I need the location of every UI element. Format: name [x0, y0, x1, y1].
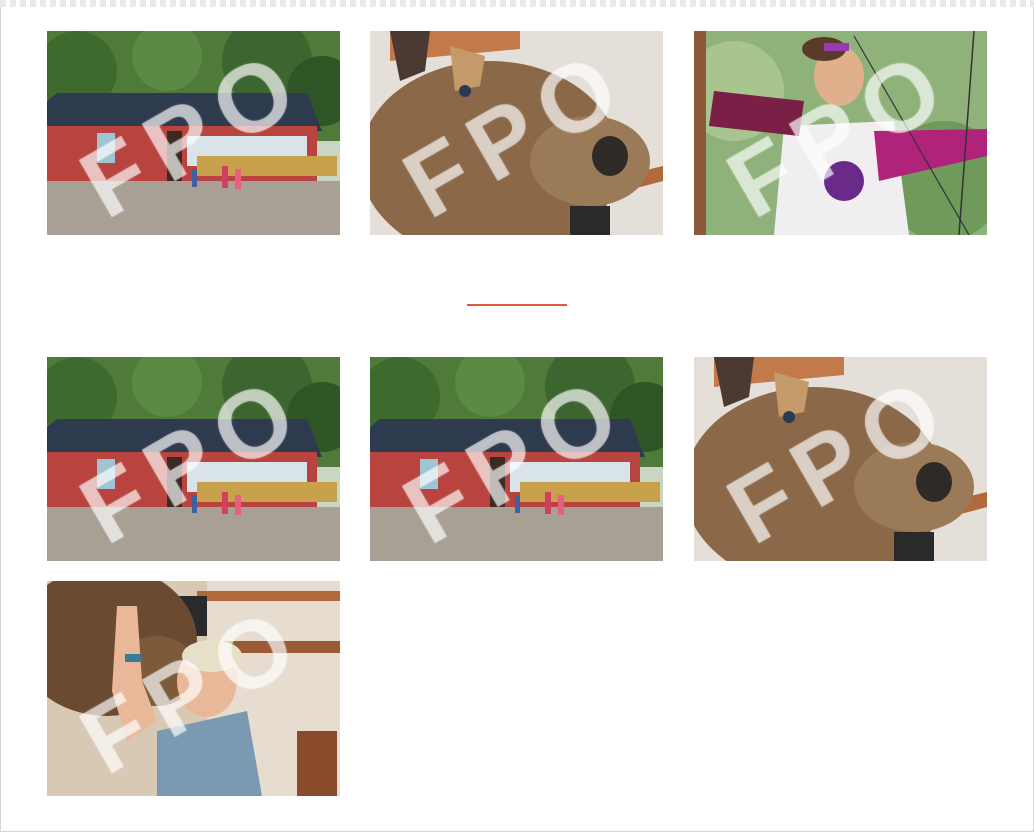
moose-image — [370, 31, 663, 235]
gallery-photo-woman-moose[interactable]: FPO — [47, 581, 340, 796]
gallery-photo-moose-2[interactable]: FPO — [694, 357, 987, 561]
moose-image — [694, 357, 987, 561]
gallery-photo-lodge-3[interactable]: FPO — [370, 357, 663, 561]
lodge-image — [370, 357, 663, 561]
archery-image — [694, 31, 987, 235]
lodge-image — [47, 31, 340, 235]
gallery-photo-moose-1[interactable]: FPO — [370, 31, 663, 235]
gallery-photo-lodge-2[interactable]: FPO — [47, 357, 340, 561]
top-border — [0, 0, 1034, 7]
section-divider — [467, 304, 567, 306]
woman-moose-image — [47, 581, 340, 796]
gallery-photo-lodge-1[interactable]: FPO — [47, 31, 340, 235]
lodge-image — [47, 357, 340, 561]
gallery-photo-archery[interactable]: FPO — [694, 31, 987, 235]
